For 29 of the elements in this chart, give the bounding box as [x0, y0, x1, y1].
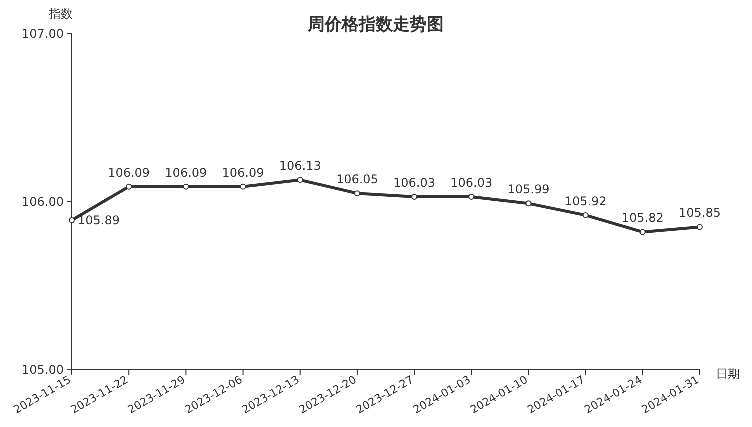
data-label: 106.09 [108, 166, 150, 180]
data-label: 105.89 [78, 213, 120, 228]
y-axis-title: 指数 [48, 7, 73, 21]
point [183, 184, 190, 190]
point [468, 194, 475, 200]
point [69, 217, 75, 224]
data-label: 105.99 [508, 182, 550, 197]
data-label: 105.82 [622, 211, 664, 226]
data-label: 106.13 [279, 159, 322, 174]
point [126, 184, 132, 190]
y-tick-label: 107.00 [22, 27, 64, 41]
data-label: 105.92 [564, 194, 607, 208]
data-label: 105.85 [679, 206, 721, 220]
data-label: 106.03 [394, 176, 436, 190]
point [640, 229, 646, 236]
point [240, 184, 246, 190]
data-label: 106.09 [222, 166, 264, 180]
data-label: 106.09 [165, 166, 208, 180]
point [526, 200, 532, 207]
data-label: 106.05 [336, 172, 378, 187]
y-tick-label: 106.00 [22, 195, 64, 209]
x-axis-title: 日期 [716, 367, 740, 381]
y-tick-label: 105.00 [22, 363, 64, 377]
point [697, 224, 703, 230]
chart-title: 周价格指数走势图 [307, 15, 444, 35]
data-label: 106.03 [450, 176, 493, 190]
point [297, 177, 304, 184]
point [354, 190, 360, 197]
point [582, 212, 589, 218]
